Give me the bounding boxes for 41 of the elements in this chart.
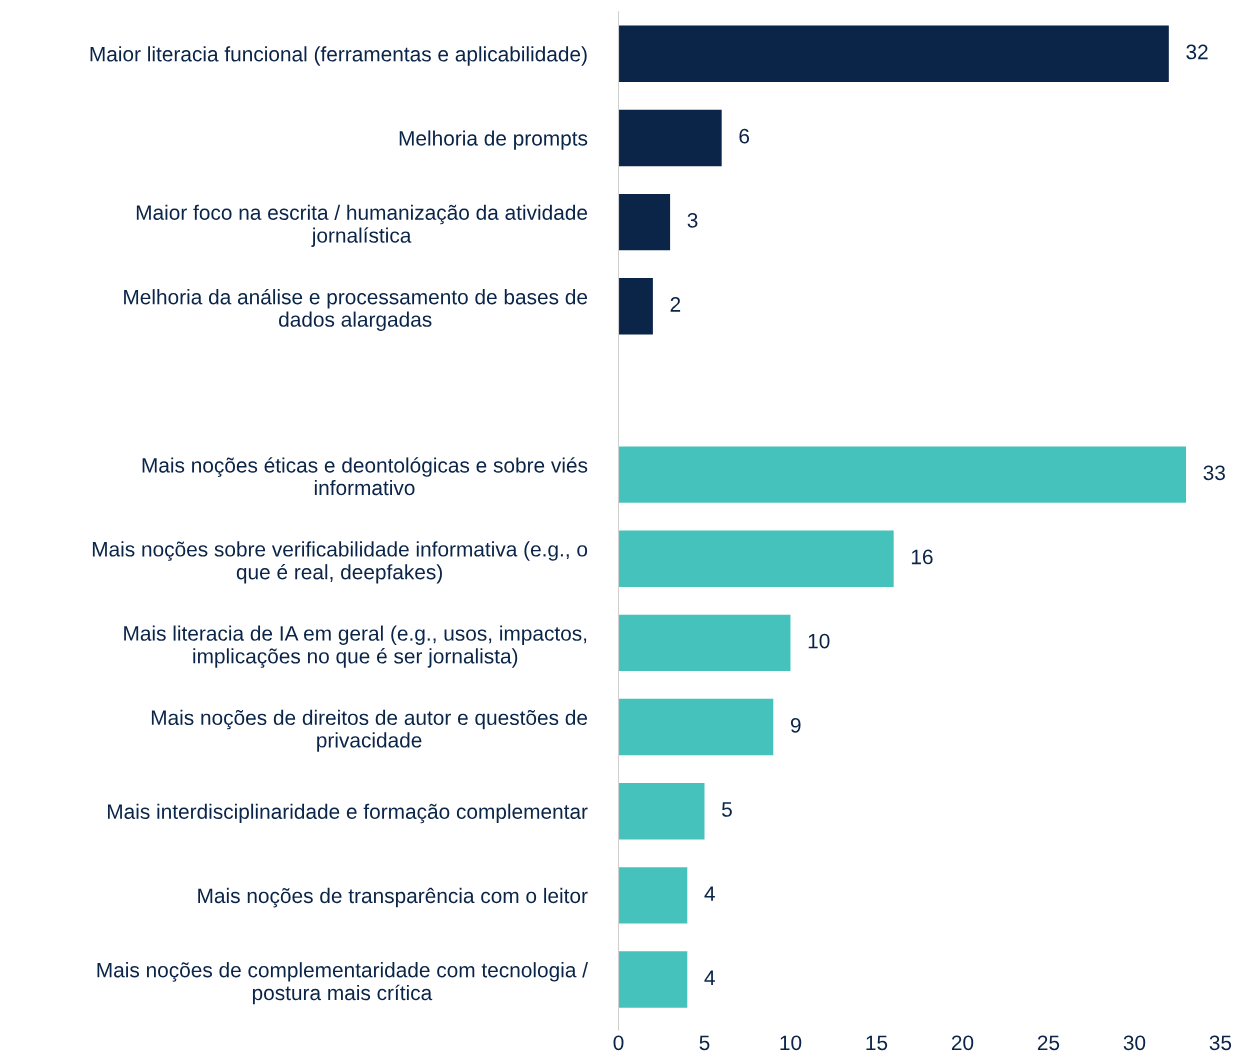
data-label: 10 <box>808 633 830 649</box>
data-label: 4 <box>704 886 715 901</box>
y-tick-label: Mais noções de direitos de autor e questões de privacidade <box>151 709 588 752</box>
x-tick-label: 5 <box>699 1035 710 1051</box>
bar <box>618 951 688 1008</box>
bar <box>618 193 671 251</box>
y-tick-label: Maior literacia funcional (ferramentas e aplicabilidade) <box>90 46 587 66</box>
data-label: 16 <box>911 549 933 565</box>
data-label: 33 <box>1203 465 1225 481</box>
y-tick-label: Mais noções de transparência com o leitor <box>198 887 588 908</box>
x-tick-label: 0 <box>613 1035 624 1051</box>
x-tick-label: 35 <box>1209 1035 1232 1051</box>
data-label: 5 <box>721 802 732 817</box>
y-tick-label: Mais noções éticas e deontológicas e sobre viés informativo <box>142 457 588 496</box>
bar <box>618 109 722 167</box>
x-tick-label: 20 <box>951 1035 974 1051</box>
bar <box>618 278 653 335</box>
x-tick-label: 30 <box>1123 1035 1146 1051</box>
y-tick-label: Maior foco na escrita / humanização da atividade jornalística <box>136 204 588 247</box>
data-label: 9 <box>790 717 801 733</box>
x-tick-label: 10 <box>780 1035 802 1051</box>
data-label: 3 <box>687 212 698 228</box>
data-label: 4 <box>704 970 715 985</box>
data-label: 32 <box>1186 44 1208 60</box>
x-tick-label: 25 <box>1037 1035 1060 1051</box>
x-tick-label: 15 <box>866 1035 888 1051</box>
bar <box>618 25 1169 82</box>
y-tick-label: Mais noções de complementaridade com tecnologia / postura mais crítica <box>97 962 588 1005</box>
bar <box>618 446 1187 503</box>
bar <box>618 783 705 840</box>
data-label: 6 <box>739 128 750 144</box>
y-tick-label: Melhoria de prompts <box>399 130 588 150</box>
y-tick-label: Melhoria da análise e processamento de bases de dados alargadas <box>124 288 588 331</box>
bar <box>618 614 791 672</box>
bar <box>618 698 774 756</box>
data-label: 2 <box>670 297 681 312</box>
bar <box>618 867 688 924</box>
y-tick-label: Mais interdisciplinaridade e formação complementar <box>107 803 588 824</box>
bar <box>618 530 894 587</box>
y-tick-label: Mais noções sobre verificabilidade informativa (e.g., o que é real, deepfakes) <box>92 541 588 584</box>
y-tick-label: Mais literacia de IA em geral (e.g., usos, impactos, implicações no que é ser jornalista) <box>124 625 587 668</box>
